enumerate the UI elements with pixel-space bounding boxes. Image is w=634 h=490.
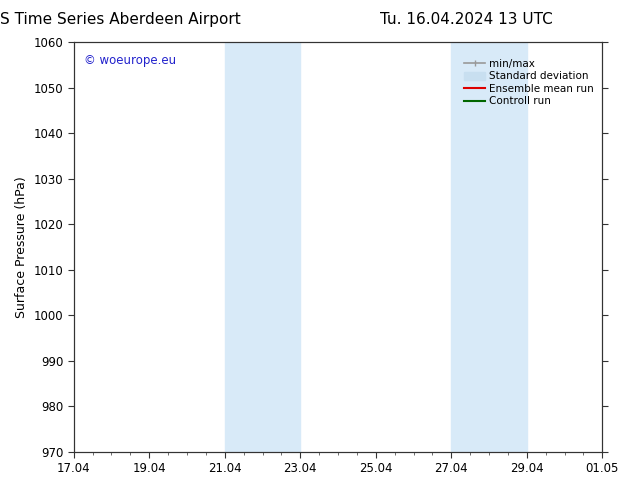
Text: Tu. 16.04.2024 13 UTC: Tu. 16.04.2024 13 UTC bbox=[380, 12, 553, 27]
Text: © woeurope.eu: © woeurope.eu bbox=[84, 54, 176, 67]
Y-axis label: Surface Pressure (hPa): Surface Pressure (hPa) bbox=[15, 176, 28, 318]
Text: ENS Time Series Aberdeen Airport: ENS Time Series Aberdeen Airport bbox=[0, 12, 241, 27]
Bar bbox=[224, 42, 301, 452]
Legend: min/max, Standard deviation, Ensemble mean run, Controll run: min/max, Standard deviation, Ensemble me… bbox=[461, 55, 597, 109]
Title: ENS Time Series Aberdeen Airport     Tu. 16.04.2024 13 UTC: ENS Time Series Aberdeen Airport Tu. 16.… bbox=[0, 489, 1, 490]
Bar bbox=[451, 42, 527, 452]
